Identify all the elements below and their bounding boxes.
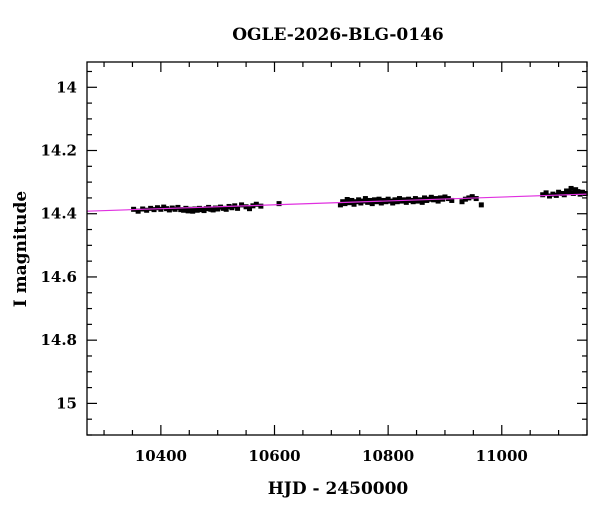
data-point: [550, 191, 556, 197]
data-point: [579, 189, 585, 195]
data-point: [253, 201, 259, 207]
data-point: [148, 205, 154, 211]
data-point: [403, 199, 409, 205]
y-tick-label: 14.6: [40, 268, 77, 286]
data-point: [543, 190, 549, 196]
data-point: [575, 189, 581, 195]
data-point: [449, 197, 455, 203]
data-point: [433, 196, 439, 202]
data-point: [383, 199, 389, 205]
data-point: [428, 194, 434, 200]
data-point: [247, 206, 252, 212]
data-point: [215, 206, 221, 212]
data-point: [367, 197, 373, 203]
data-point: [239, 202, 245, 208]
data-point: [158, 206, 164, 212]
chart-title: OGLE-2026-BLG-0146: [232, 25, 444, 45]
data-point: [229, 205, 235, 211]
data-point: [243, 204, 249, 210]
data-point: [473, 196, 479, 202]
data-point: [144, 207, 150, 213]
data-point: [419, 199, 425, 205]
x-tick-label: 10400: [135, 447, 187, 465]
y-axis-label: I magnitude: [11, 191, 31, 308]
data-point: [540, 192, 546, 198]
data-point: [258, 203, 264, 209]
data-point: [397, 196, 402, 202]
data-point: [151, 207, 157, 213]
data-point: [442, 194, 448, 200]
data-point: [362, 196, 368, 202]
x-tick-label: 10800: [362, 447, 414, 465]
x-tick-label: 10600: [248, 447, 300, 465]
data-point: [223, 206, 229, 212]
x-tick-label: 11000: [476, 447, 528, 465]
data-point: [422, 195, 427, 201]
data-point: [556, 189, 562, 195]
y-tick-label: 14: [56, 78, 77, 96]
data-point: [161, 204, 167, 210]
plot-area: [86, 62, 588, 436]
data-point: [478, 202, 484, 208]
data-point: [172, 206, 178, 212]
y-tick-label: 14.4: [40, 205, 77, 223]
data-point: [349, 197, 355, 203]
data-point: [342, 201, 348, 207]
data-point: [376, 196, 382, 202]
data-point: [459, 199, 465, 205]
data-point: [566, 190, 572, 196]
data-point: [154, 205, 160, 211]
data-point: [369, 201, 375, 207]
data-point: [435, 198, 441, 204]
data-point: [276, 201, 282, 207]
model-fit-line: [86, 193, 588, 212]
data-point: [337, 202, 343, 208]
data-point: [378, 200, 384, 206]
data-point: [351, 201, 357, 207]
data-point: [178, 207, 184, 213]
data-point: [390, 200, 396, 206]
y-tick-label: 14.8: [40, 331, 77, 349]
data-point: [220, 205, 226, 211]
y-tick-label: 15: [56, 394, 77, 412]
data-point: [570, 190, 576, 196]
data-point: [360, 198, 366, 204]
y-tick-label: 14.2: [40, 142, 77, 160]
data-point: [547, 193, 552, 199]
x-axis-label: HJD - 2450000: [268, 479, 409, 499]
data-point: [344, 197, 350, 203]
data-point: [412, 196, 418, 202]
data-point: [410, 199, 416, 205]
data-point: [469, 194, 475, 200]
data-point: [235, 205, 241, 211]
plot-frame: [86, 61, 588, 436]
data-point: [356, 197, 362, 203]
data-point: [568, 185, 574, 191]
data-point: [135, 208, 141, 214]
data-point: [166, 207, 172, 213]
data-point: [462, 196, 468, 202]
data-point: [175, 204, 181, 210]
data-point: [582, 190, 588, 196]
data-point: [394, 199, 400, 205]
